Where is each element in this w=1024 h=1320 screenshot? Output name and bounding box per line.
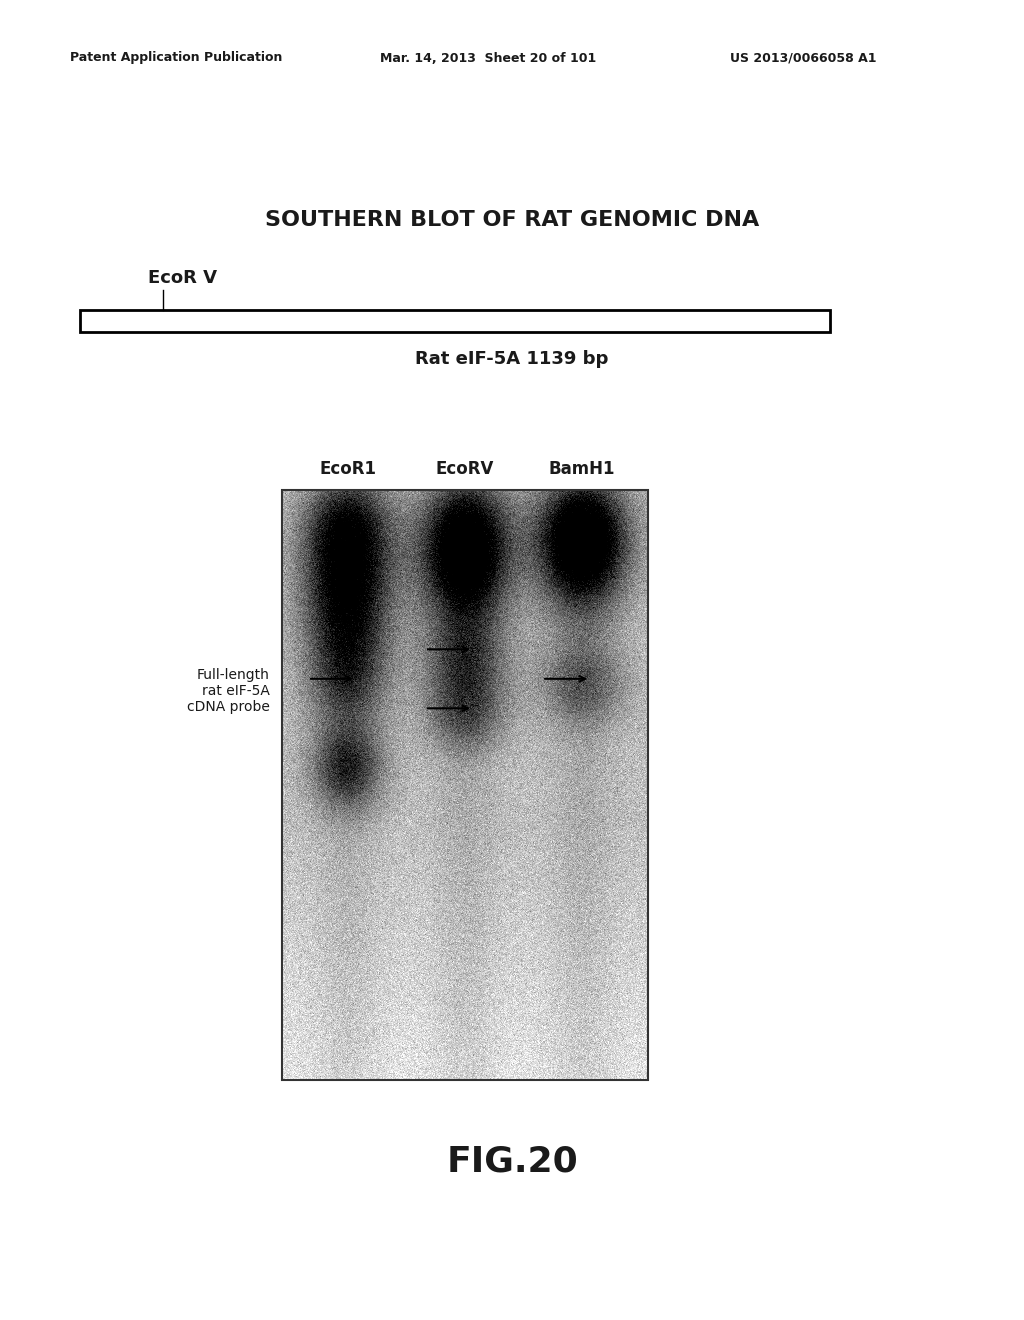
Text: EcoR V: EcoR V	[148, 269, 217, 286]
Text: BamH1: BamH1	[549, 459, 615, 478]
Text: Mar. 14, 2013  Sheet 20 of 101: Mar. 14, 2013 Sheet 20 of 101	[380, 51, 596, 65]
Text: rat eIF-5A: rat eIF-5A	[202, 684, 270, 697]
Text: EcoR1: EcoR1	[319, 459, 377, 478]
FancyBboxPatch shape	[80, 310, 830, 333]
Text: Patent Application Publication: Patent Application Publication	[70, 51, 283, 65]
Text: cDNA probe: cDNA probe	[187, 700, 270, 714]
Text: EcoRV: EcoRV	[436, 459, 495, 478]
Text: Full-length: Full-length	[198, 668, 270, 681]
Text: SOUTHERN BLOT OF RAT GENOMIC DNA: SOUTHERN BLOT OF RAT GENOMIC DNA	[265, 210, 759, 230]
Bar	[282, 490, 648, 1080]
Text: US 2013/0066058 A1: US 2013/0066058 A1	[730, 51, 877, 65]
Text: FIG.20: FIG.20	[446, 1144, 578, 1179]
Text: Rat eIF-5A 1139 bp: Rat eIF-5A 1139 bp	[416, 350, 608, 368]
